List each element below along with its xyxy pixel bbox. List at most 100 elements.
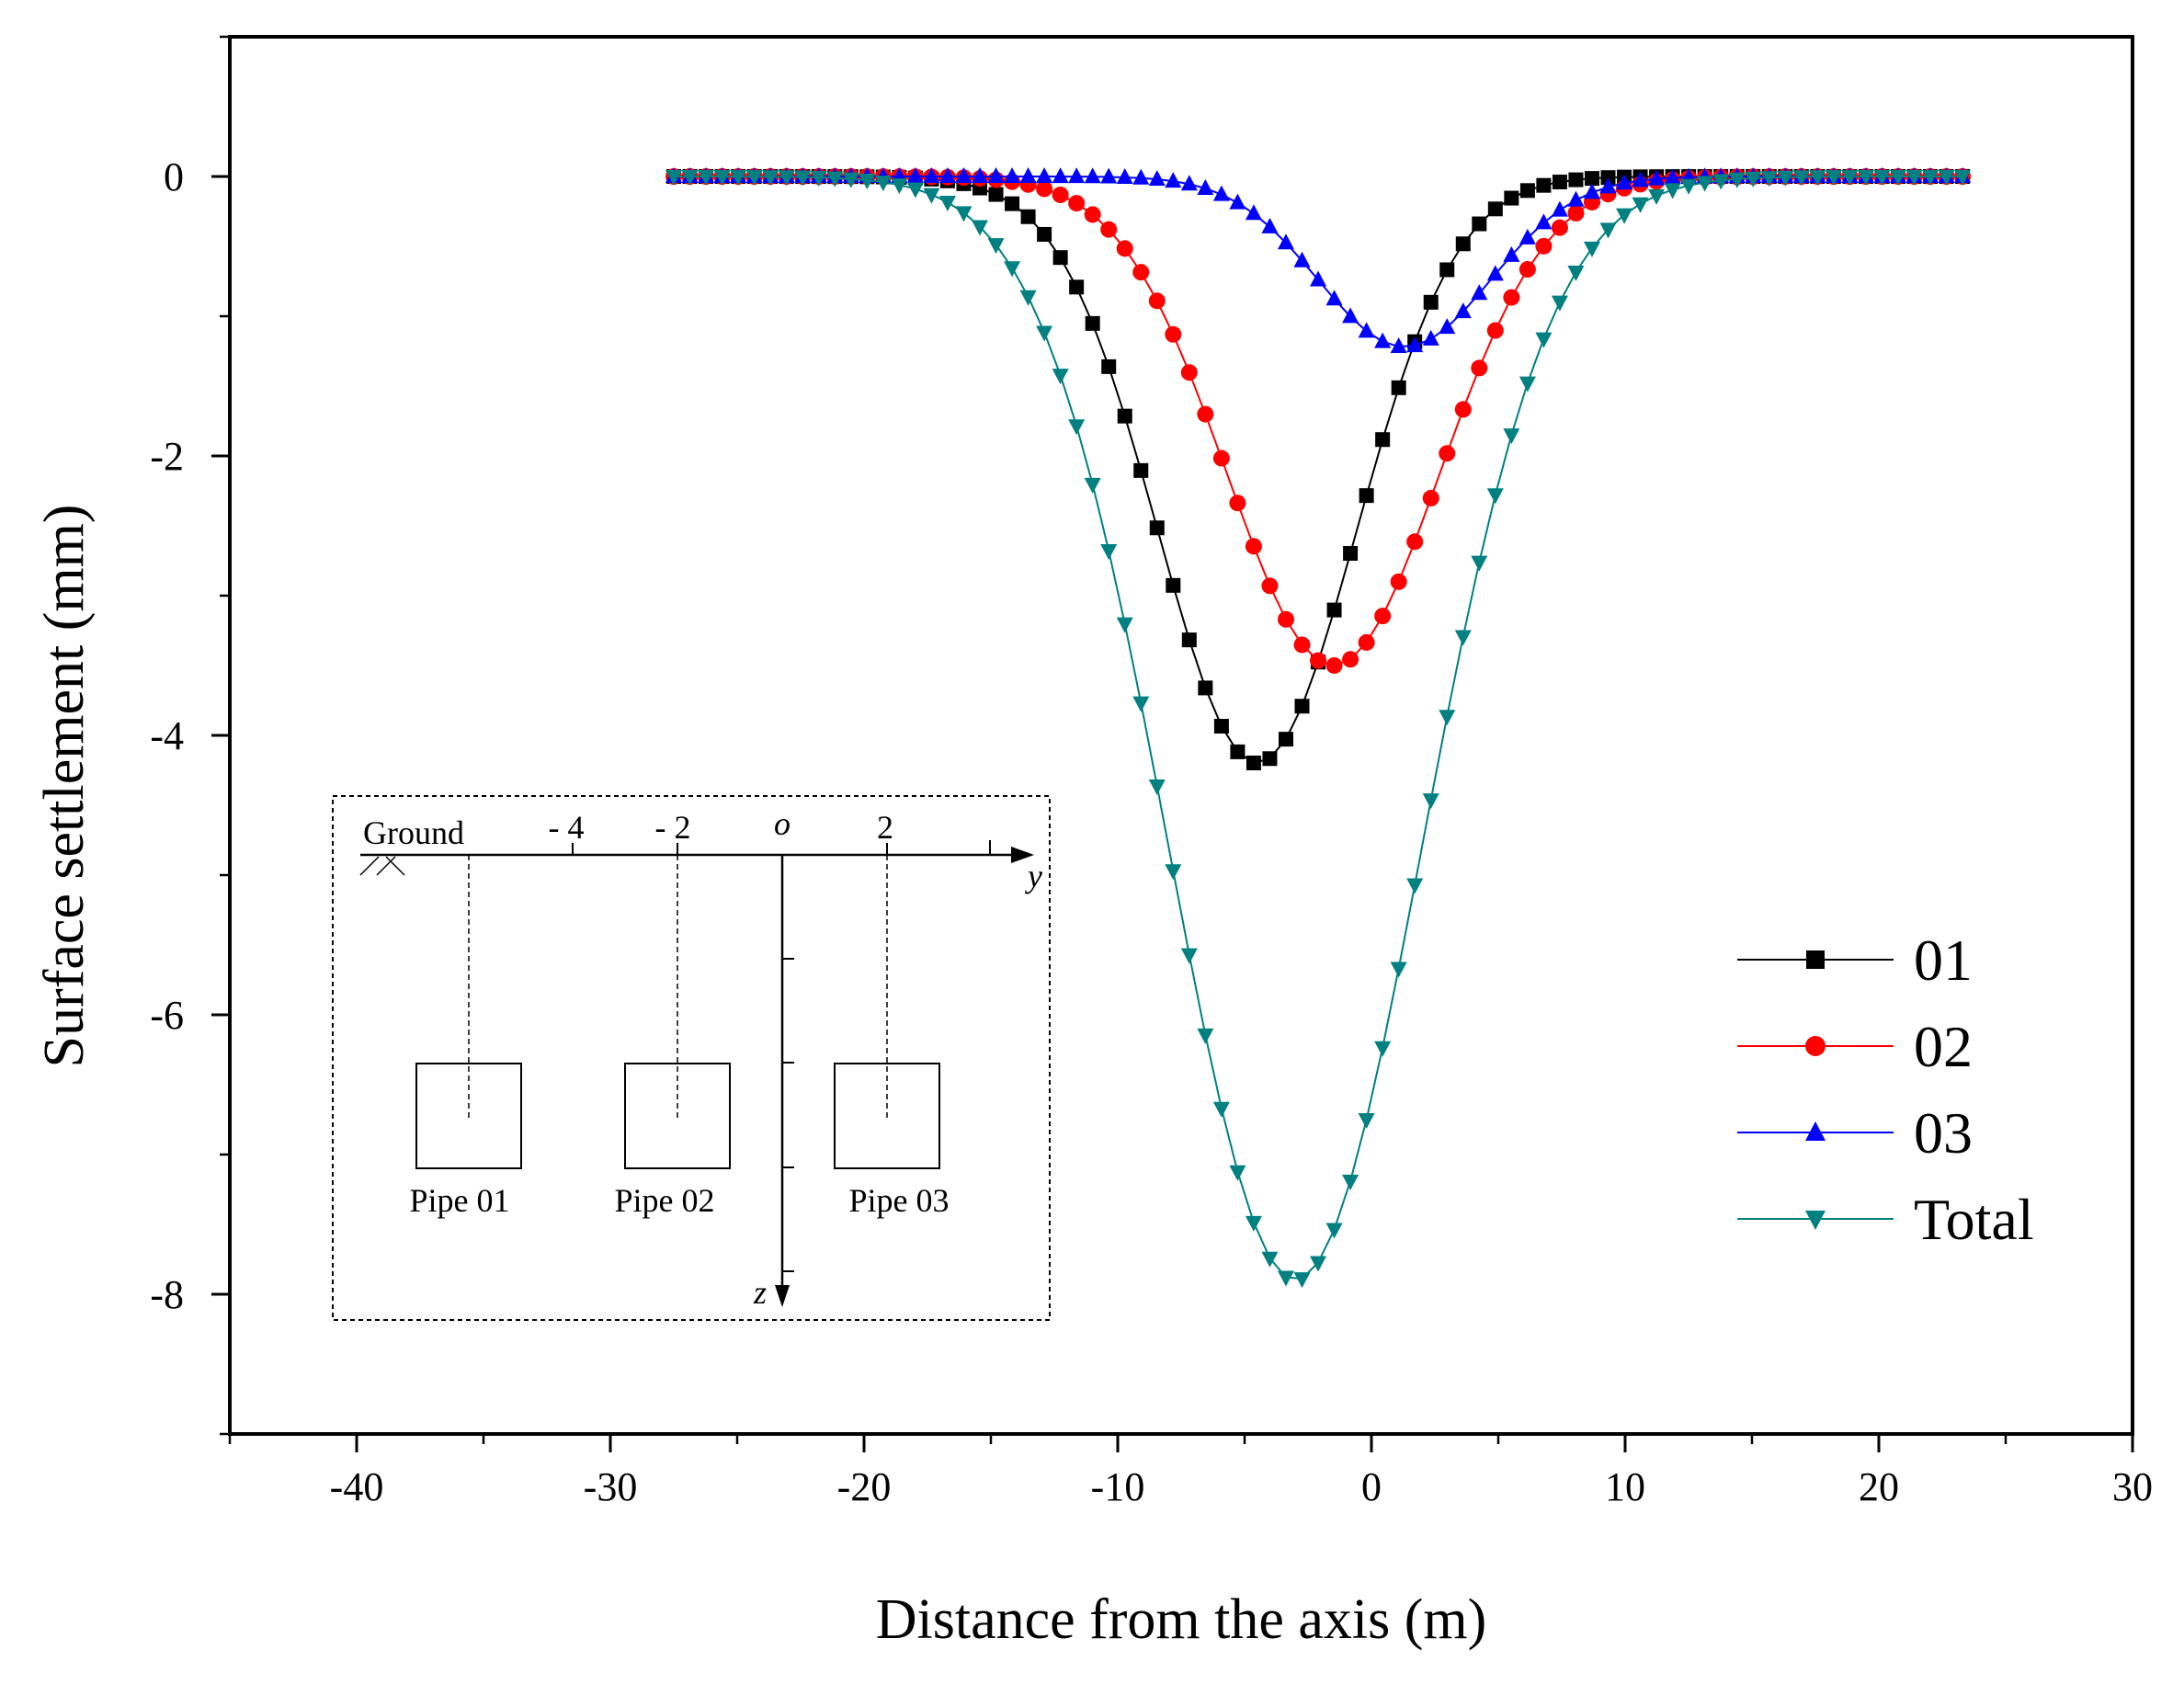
data-point bbox=[1068, 419, 1086, 436]
data-point bbox=[1680, 178, 1698, 195]
data-point bbox=[1584, 171, 1599, 187]
data-point bbox=[1568, 172, 1584, 188]
data-point bbox=[1599, 222, 1617, 239]
data-point bbox=[1439, 445, 1456, 462]
data-point bbox=[1471, 359, 1488, 377]
data-point bbox=[1262, 751, 1278, 767]
legend: 01 02 03 Total bbox=[1737, 927, 2034, 1252]
series-total bbox=[665, 170, 1972, 1289]
data-point bbox=[955, 167, 973, 184]
data-point bbox=[1664, 183, 1681, 199]
data-point bbox=[1551, 295, 1568, 312]
data-point bbox=[1825, 170, 1842, 187]
data-point bbox=[1455, 236, 1471, 252]
data-point bbox=[1648, 188, 1666, 205]
data-point bbox=[1198, 680, 1213, 696]
inset-y-axis-label: y bbox=[1025, 858, 1042, 894]
data-point bbox=[906, 167, 924, 184]
data-point bbox=[1422, 793, 1439, 810]
data-point bbox=[1277, 1270, 1294, 1287]
data-point bbox=[778, 170, 795, 187]
data-point bbox=[1229, 495, 1246, 512]
data-point bbox=[1938, 170, 1955, 187]
inset-frame bbox=[332, 795, 1051, 1321]
data-point bbox=[1406, 336, 1424, 353]
data-point bbox=[1052, 369, 1069, 385]
data-point bbox=[1069, 279, 1085, 295]
data-point bbox=[1148, 170, 1166, 187]
data-point bbox=[1486, 265, 1504, 281]
data-point bbox=[1342, 307, 1359, 324]
legend-label: 03 bbox=[1914, 1100, 1973, 1166]
series-layer bbox=[665, 167, 1972, 1289]
data-point bbox=[1390, 961, 1407, 978]
data-point bbox=[1805, 1121, 1826, 1141]
y-tick-label: -8 bbox=[150, 1272, 184, 1317]
data-point bbox=[1760, 171, 1778, 188]
data-point bbox=[1439, 710, 1456, 726]
data-point bbox=[1310, 270, 1327, 287]
data-point bbox=[1616, 174, 1633, 190]
data-point bbox=[1325, 290, 1343, 306]
inset-tick-label-neg2: - 2 bbox=[655, 809, 691, 846]
data-point bbox=[1552, 174, 1567, 189]
data-point bbox=[1325, 1223, 1343, 1239]
x-tick-label: 10 bbox=[1605, 1464, 1645, 1509]
data-point bbox=[1535, 213, 1553, 230]
data-point bbox=[923, 167, 940, 184]
data-point bbox=[1632, 171, 1649, 188]
data-point bbox=[1583, 241, 1600, 257]
data-point bbox=[1454, 630, 1472, 646]
data-point bbox=[1149, 520, 1165, 536]
data-point bbox=[1792, 170, 1810, 187]
data-point bbox=[1133, 462, 1149, 478]
data-point bbox=[1406, 533, 1424, 551]
data-point bbox=[1567, 265, 1585, 281]
data-point bbox=[1148, 779, 1166, 795]
inset-diagram: y Ground - 4 - 2 2 o z Pipe 01 Pipe 02 bbox=[332, 795, 1051, 1321]
data-point bbox=[1004, 167, 1021, 184]
y-axis-ticks: 0 -2 -4 -6 -8 bbox=[150, 35, 230, 1436]
data-point bbox=[1100, 544, 1118, 561]
data-point bbox=[1036, 180, 1053, 198]
data-point bbox=[1180, 175, 1198, 191]
data-point bbox=[1358, 633, 1375, 651]
data-point bbox=[1422, 489, 1439, 506]
data-point bbox=[1326, 602, 1342, 618]
data-point bbox=[1132, 264, 1150, 281]
data-point bbox=[1101, 358, 1117, 374]
y-tick-label: -2 bbox=[150, 434, 184, 479]
data-point bbox=[1180, 948, 1198, 964]
data-point bbox=[1857, 170, 1874, 187]
inset-z-arrow-icon bbox=[775, 1285, 790, 1307]
data-point bbox=[1806, 950, 1825, 969]
legend-label: 01 bbox=[1914, 927, 1973, 993]
data-point bbox=[1519, 183, 1535, 199]
data-point bbox=[1278, 732, 1293, 747]
data-point bbox=[1084, 477, 1101, 494]
data-point bbox=[1325, 656, 1343, 674]
data-point bbox=[1551, 200, 1568, 217]
data-point bbox=[1245, 1215, 1262, 1232]
inset-origin-label: o bbox=[774, 805, 791, 842]
data-point bbox=[938, 167, 956, 184]
data-point bbox=[1230, 744, 1246, 759]
data-point bbox=[891, 178, 908, 195]
data-point bbox=[1519, 261, 1536, 279]
data-point bbox=[1068, 195, 1086, 212]
data-point bbox=[1600, 170, 1616, 186]
data-point bbox=[1132, 168, 1150, 185]
data-point bbox=[1116, 617, 1133, 633]
data-point bbox=[1503, 289, 1520, 306]
data-point bbox=[1374, 608, 1392, 625]
data-point bbox=[1696, 176, 1713, 192]
data-point bbox=[730, 170, 747, 187]
data-point bbox=[1019, 290, 1037, 306]
data-point bbox=[1391, 380, 1406, 395]
inset-y-arrow-icon bbox=[1011, 847, 1034, 863]
data-point bbox=[1567, 204, 1585, 222]
inset-tick-label-2: 2 bbox=[877, 809, 893, 846]
data-point bbox=[1375, 432, 1391, 448]
x-tick-label: -40 bbox=[330, 1464, 384, 1509]
data-point bbox=[1310, 1256, 1327, 1272]
